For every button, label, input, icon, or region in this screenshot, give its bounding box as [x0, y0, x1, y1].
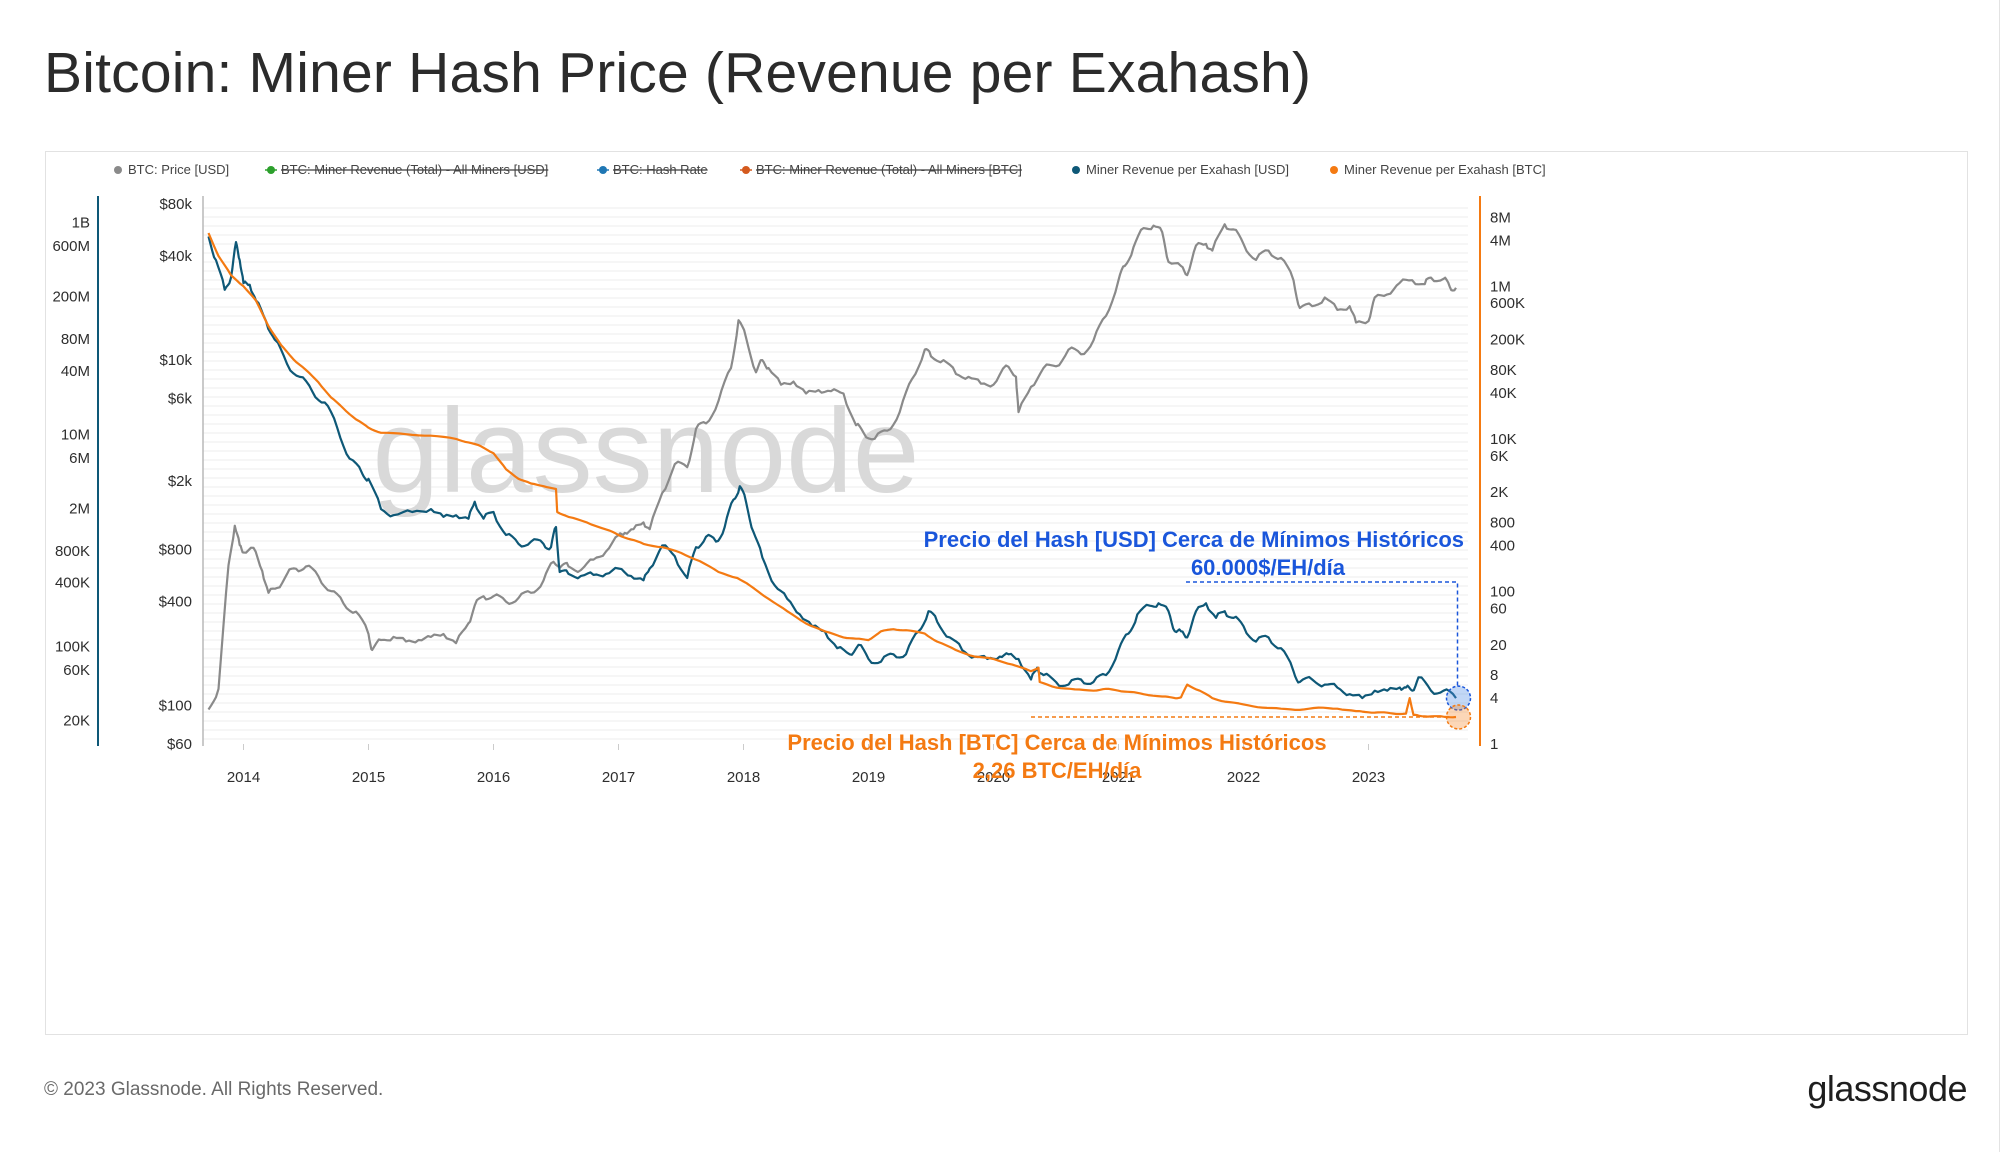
left-tick-label: $100 — [159, 698, 192, 715]
annotation-usd-title: Precio del Hash [USD] Cerca de Mínimos H… — [924, 527, 1464, 552]
x-tick-label: 2018 — [727, 769, 760, 786]
right-tick-label: 8 — [1490, 667, 1498, 684]
far-left-tick-label: 400K — [55, 575, 90, 592]
legend: BTC: Price [USD] BTC: Miner Revenue (Tota… — [114, 162, 1546, 177]
left-tick-label: $10k — [159, 352, 192, 369]
right-tick-label: 800 — [1490, 515, 1515, 532]
right-tick-label: 200K — [1490, 332, 1525, 349]
left-tick-label: $800 — [159, 542, 192, 559]
left-tick-label: $6k — [168, 390, 193, 407]
right-tick-label: 8M — [1490, 209, 1511, 226]
series-line-hash-price-btc — [207, 232, 1457, 719]
left-tick-label: $40k — [159, 248, 192, 265]
far-left-tick-label: 40M — [61, 363, 90, 380]
x-tick-label: 2020 — [977, 769, 1010, 786]
left-tick-label: $80k — [159, 196, 192, 213]
legend-marker — [1330, 166, 1338, 174]
left-tick-label: $2k — [168, 473, 193, 490]
legend-item[interactable]: Miner Revenue per Exahash [BTC] — [1330, 162, 1546, 177]
legend-item[interactable]: BTC: Price [USD] — [114, 162, 229, 177]
far-left-tick-label: 600M — [52, 238, 90, 255]
annotations: Precio del Hash [USD] Cerca de Mínimos H… — [787, 527, 1472, 783]
brand-logo: glassnode — [1807, 1068, 1967, 1109]
right-tick-label: 60 — [1490, 600, 1507, 617]
far-left-tick-label: 800K — [55, 543, 90, 560]
x-axis: 2014 2015 2016 2017 2018 2019 2020 2021 2022 2023 — [227, 744, 1385, 786]
right-tick-label: 10K — [1490, 431, 1517, 448]
annotation-usd-value: 60.000$/EH/día — [1191, 555, 1346, 580]
x-tick-label: 2021 — [1102, 769, 1135, 786]
x-tick-label: 2019 — [852, 769, 885, 786]
legend-label: BTC: Price [USD] — [128, 162, 229, 177]
right-tick-label: 600K — [1490, 295, 1525, 312]
x-tick-label: 2015 — [352, 769, 385, 786]
right-tick-label: 4M — [1490, 232, 1511, 249]
right-tick-label: 40K — [1490, 385, 1517, 402]
right-tick-label: 400 — [1490, 538, 1515, 555]
far-left-tick-label: 200M — [52, 289, 90, 306]
legend-item[interactable]: BTC: Hash Rate — [597, 162, 708, 177]
left-tick-label: $400 — [159, 594, 192, 611]
legend-label: Miner Revenue per Exahash [USD] — [1086, 162, 1289, 177]
right-tick-label: 2K — [1490, 484, 1508, 501]
legend-label: Miner Revenue per Exahash [BTC] — [1344, 162, 1546, 177]
far-left-tick-label: 6M — [69, 450, 90, 467]
far-left-axis: 1B 600M 200M 80M 40M 10M 6M 2M 800K 400K 100K 60K 20… — [52, 215, 90, 730]
right-tick-label: 80K — [1490, 362, 1517, 379]
x-tick-label: 2023 — [1352, 769, 1385, 786]
chart-container: glassnode 2014 2015 2016 2017 2018 2019 2020 202… — [45, 151, 1968, 1035]
far-left-tick-label: 100K — [55, 638, 90, 655]
legend-label: BTC: Miner Revenue (Total) - All Miners … — [756, 162, 1022, 177]
page-title: Bitcoin: Miner Hash Price (Revenue per E… — [44, 41, 1312, 105]
far-left-tick-label: 80M — [61, 331, 90, 348]
annotation-btc-value: 2,26 BTC/EH/día — [973, 758, 1142, 783]
annotation-btc-title: Precio del Hash [BTC] Cerca de Mínimos H… — [787, 730, 1326, 755]
right-tick-label: 4 — [1490, 690, 1498, 707]
right-tick-label: 1M — [1490, 278, 1511, 295]
legend-label: BTC: Hash Rate — [613, 162, 708, 177]
far-left-tick-label: 60K — [63, 662, 90, 679]
right-tick-label: 100 — [1490, 583, 1515, 600]
x-tick-label: 2022 — [1227, 769, 1260, 786]
left-tick-label: $60 — [167, 736, 192, 753]
far-left-tick-label: 1B — [72, 215, 90, 232]
x-tick-label: 2014 — [227, 769, 260, 786]
x-tick-label: 2016 — [477, 769, 510, 786]
legend-label: BTC: Miner Revenue (Total) - All Miners … — [281, 162, 548, 177]
x-tick-label: 2017 — [602, 769, 635, 786]
legend-item[interactable]: Miner Revenue per Exahash [USD] — [1072, 162, 1289, 177]
legend-item[interactable]: BTC: Miner Revenue (Total) - All Miners … — [740, 162, 1022, 177]
right-tick-label: 1 — [1490, 736, 1498, 753]
far-left-tick-label: 2M — [69, 501, 90, 518]
right-tick-label: 6K — [1490, 448, 1508, 465]
legend-marker — [1072, 166, 1080, 174]
annotation-usd-leader — [1186, 581, 1459, 687]
legend-marker — [114, 166, 122, 174]
right-tick-label: 20 — [1490, 637, 1507, 654]
annotation-btc-marker — [1445, 704, 1472, 730]
left-axis: $80k $40k $10k $6k $2k $800 $400 $100 $60 — [159, 196, 193, 753]
watermark: glassnode — [372, 384, 919, 518]
far-left-tick-label: 10M — [61, 427, 90, 444]
copyright-text: © 2023 Glassnode. All Rights Reserved. — [44, 1079, 384, 1100]
annotation-usd-marker — [1445, 685, 1472, 711]
series-line-btc-price — [207, 223, 1457, 711]
far-left-tick-label: 20K — [63, 712, 90, 729]
legend-item[interactable]: BTC: Miner Revenue (Total) - All Miners … — [265, 162, 548, 177]
grid-lines — [203, 207, 1468, 740]
